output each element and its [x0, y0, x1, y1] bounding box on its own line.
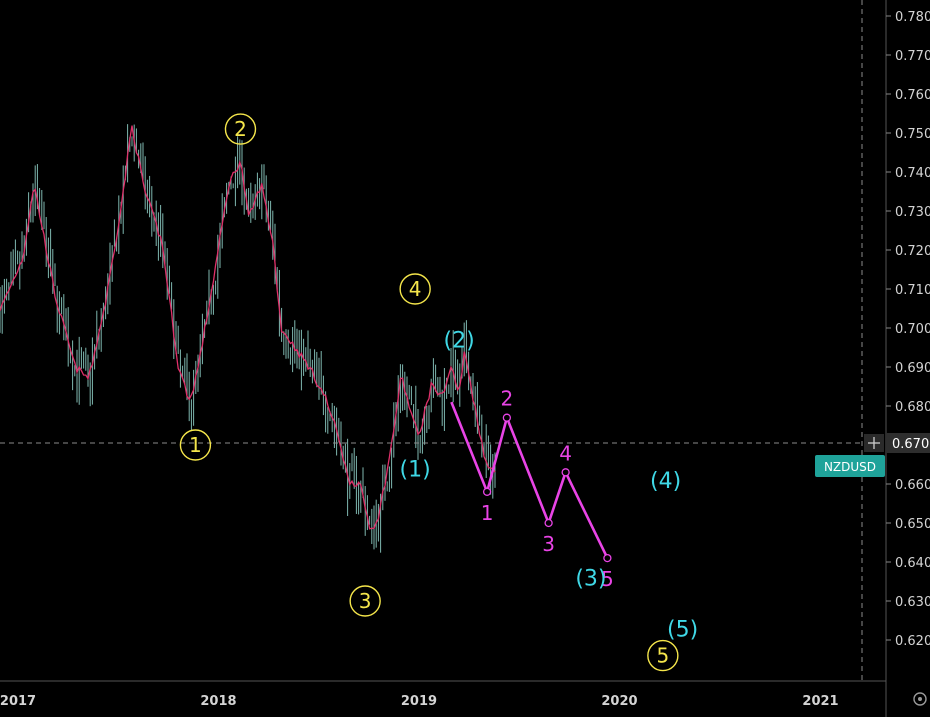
minor-wave-label: 4: [559, 441, 572, 465]
moving-average: [0, 125, 496, 530]
minor-wave-label: 1: [481, 501, 494, 525]
wave-labels: 1 2 3 4 5 (1) (2) (3) (4) (5): [179, 113, 698, 672]
time-tick-label: 2021: [802, 694, 838, 709]
svg-text:1: 1: [189, 433, 202, 457]
price-tick-label: 0.630: [895, 595, 930, 610]
projection-point: [502, 413, 512, 422]
crosshair-price: 0.670: [892, 437, 929, 452]
price-tick-label: 0.750: [895, 127, 930, 142]
minor-wave-label: 3: [542, 532, 555, 556]
price-tick-label: 0.620: [895, 634, 930, 649]
price-tick-label: 0.650: [895, 517, 930, 532]
primary-wave-label: 5: [647, 639, 679, 672]
price-tick-label: 0.760: [895, 88, 930, 103]
primary-wave-label: 1: [179, 429, 212, 461]
intermediate-wave-label: (4): [650, 469, 681, 494]
minor-wave-label: 2: [500, 387, 513, 411]
intermediate-wave-label: (2): [443, 329, 474, 354]
price-tick-label: 0.740: [895, 166, 930, 181]
svg-text:3: 3: [359, 589, 372, 613]
symbol-badge[interactable]: NZDUSD: [815, 455, 885, 477]
settings-gear-icon[interactable]: [913, 692, 927, 706]
time-tick-label: 2020: [601, 694, 637, 709]
price-tick-label: 0.780: [895, 10, 930, 25]
price-tick-label: 0.770: [895, 49, 930, 64]
price-tick-label: 0.680: [895, 400, 930, 415]
time-tick-label: 2018: [200, 694, 236, 709]
price-tick-label: 0.720: [895, 244, 930, 259]
wave-projection: 1 2 3 4 5: [450, 387, 614, 591]
primary-wave-label: 3: [349, 585, 381, 617]
intermediate-wave-label: (5): [667, 617, 698, 642]
projection-point: [544, 518, 553, 528]
primary-wave-label: 2: [224, 113, 257, 145]
price-tick-label: 0.700: [895, 322, 930, 337]
time-tick-label: 2019: [401, 694, 437, 709]
price-tick-label: 0.660: [895, 478, 930, 493]
svg-text:4: 4: [409, 277, 422, 301]
price-tick-label: 0.730: [895, 205, 930, 220]
intermediate-wave-label: (1): [400, 457, 431, 482]
crosshair-add-icon[interactable]: [864, 434, 884, 452]
svg-text:5: 5: [656, 644, 669, 668]
projection-point: [482, 487, 492, 496]
time-axis[interactable]: 2017 2018 2019 2020 2021: [0, 694, 839, 709]
moving-average-line: [0, 125, 496, 530]
projection-point: [603, 553, 612, 563]
projection-point: [561, 468, 570, 477]
projection-line: [450, 401, 609, 559]
price-tick-label: 0.690: [895, 361, 930, 376]
time-tick-label: 2017: [0, 694, 36, 709]
svg-text:2: 2: [234, 117, 247, 141]
price-tick-label: 0.640: [895, 556, 930, 571]
primary-wave-label: 4: [399, 273, 431, 305]
crosshair-price-tag: 0.670: [886, 433, 930, 453]
intermediate-wave-label: (3): [575, 567, 606, 592]
symbol-label: NZDUSD: [824, 460, 876, 474]
minor-wave-label: 5: [601, 567, 614, 591]
price-tick-label: 0.710: [895, 283, 930, 298]
